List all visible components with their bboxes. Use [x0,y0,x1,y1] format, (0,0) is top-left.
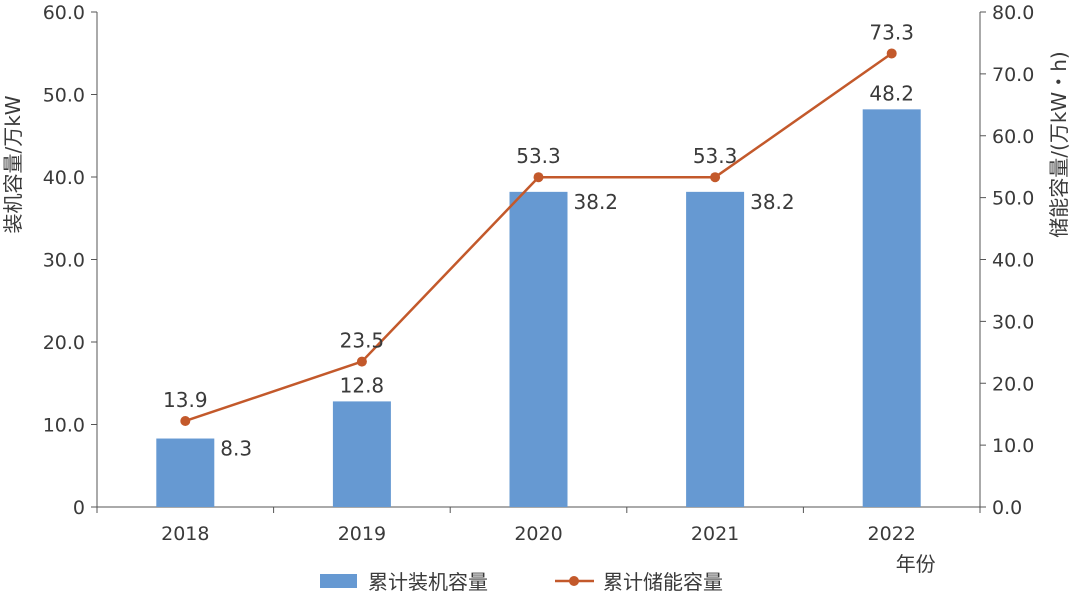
left-axis-title: 装机容量/万kW [1,95,25,233]
right-tick-label: 30.0 [992,311,1034,333]
left-tick-label: 40.0 [43,167,85,189]
right-tick-label: 40.0 [992,250,1034,272]
line-data-label: 53.3 [693,144,738,168]
right-axis-title: 储能容量/(万kW・h) [1047,51,1071,237]
x-tick-label: 2020 [514,523,562,545]
legend-line-label: 累计储能容量 [603,570,723,594]
left-tick-label: 60.0 [43,2,85,24]
left-tick-label: 20.0 [43,332,85,354]
bar [332,401,391,507]
legend-line-marker [569,576,579,586]
line-data-label: 73.3 [869,20,914,44]
bar-data-label: 38.2 [750,190,795,214]
line-data-label: 13.9 [163,388,208,412]
right-tick-label: 0.0 [992,497,1022,519]
bar [862,109,921,507]
line-point [533,172,544,183]
x-tick-label: 2019 [338,523,386,545]
line-point [886,48,897,59]
right-tick-label: 50.0 [992,188,1034,210]
x-tick-label: 2021 [691,523,739,545]
line-data-label: 23.5 [340,329,385,353]
bar-data-label: 48.2 [869,81,914,105]
right-tick-label: 20.0 [992,373,1034,395]
right-tick-label: 80.0 [992,2,1034,24]
legend-bar-label: 累计装机容量 [368,570,488,594]
bar-data-label: 38.2 [574,190,619,214]
line-data-label: 53.3 [516,144,561,168]
left-tick-label: 50.0 [43,85,85,107]
bar [509,191,568,507]
bar [686,191,745,507]
x-tick-label: 2018 [161,523,209,545]
right-tick-label: 10.0 [992,435,1034,457]
left-tick-label: 10.0 [43,415,85,437]
right-tick-label: 60.0 [992,126,1034,148]
line-point [356,356,367,367]
bar-data-label: 8.3 [220,437,252,461]
bar [156,438,215,507]
x-tick-label: 2022 [868,523,916,545]
left-tick-label: 0 [73,497,85,519]
line-point [710,172,721,183]
legend-bar-swatch [320,574,357,588]
x-axis-title: 年份 [896,552,936,576]
line-point [180,415,191,426]
right-tick-label: 70.0 [992,64,1034,86]
left-tick-label: 30.0 [43,250,85,272]
bar-data-label: 12.8 [340,373,385,397]
